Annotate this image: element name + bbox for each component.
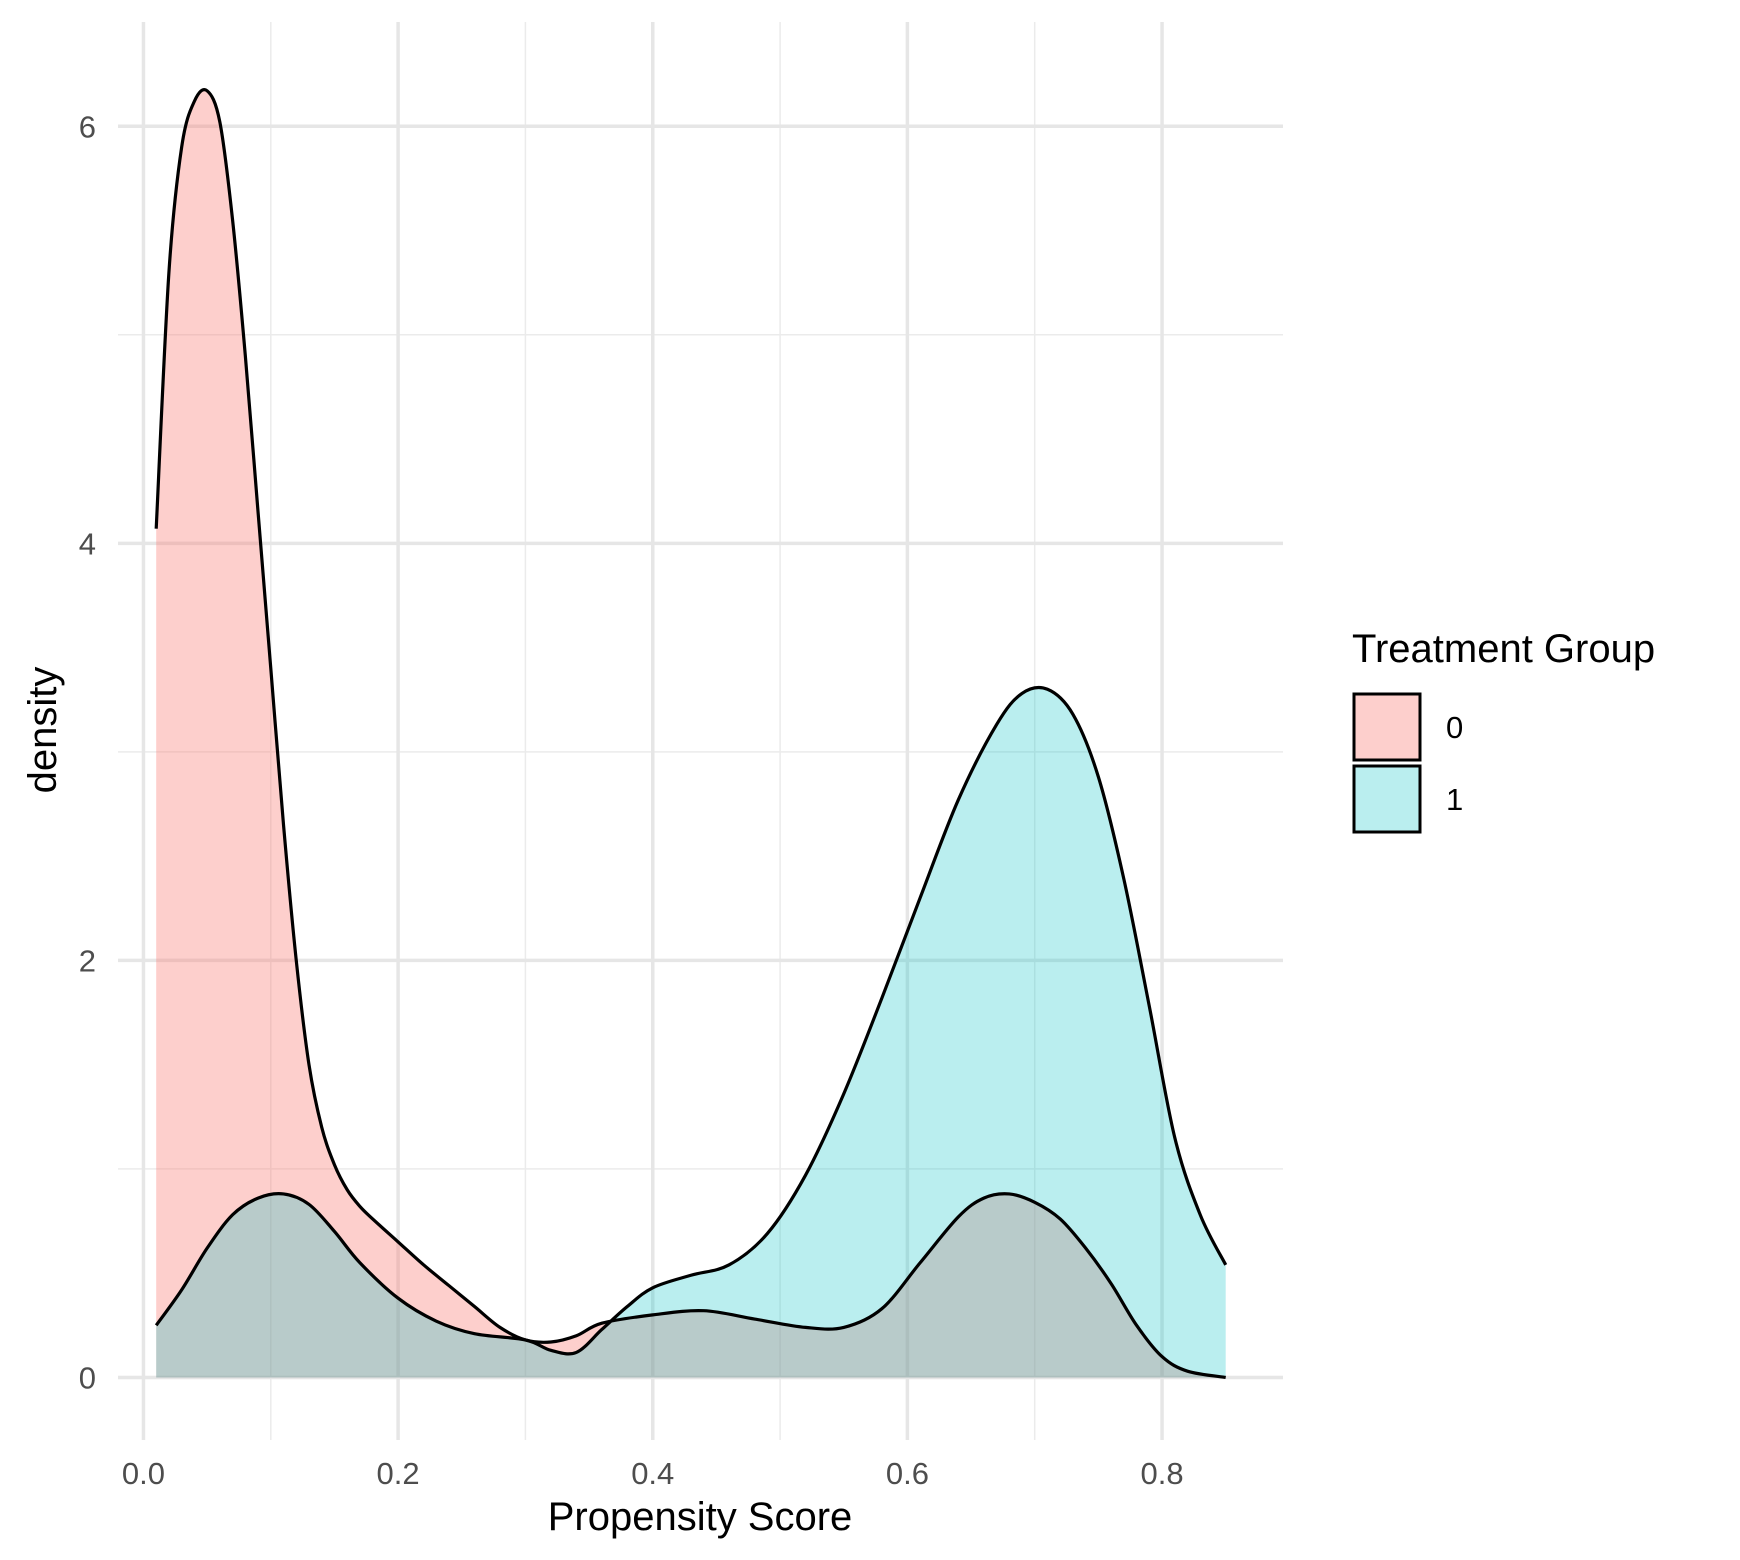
y-tick-label: 0 <box>79 1360 96 1395</box>
x-tick-label: 0.8 <box>1140 1456 1183 1491</box>
density-area-group-1 <box>156 687 1226 1378</box>
legend: Treatment Group 0 1 <box>1352 627 1655 834</box>
density-line-group-0 <box>154 88 1226 1380</box>
legend-key-0 <box>1352 692 1422 762</box>
legend-label-1: 1 <box>1446 782 1463 817</box>
density-line-group-1 <box>154 685 1228 1356</box>
y-axis-tick-labels: 0 2 4 6 <box>79 109 96 1395</box>
density-area-group-0 <box>156 89 1226 1378</box>
density-areas <box>154 88 1228 1380</box>
x-tick-label: 0.2 <box>377 1456 420 1491</box>
legend-label-0: 0 <box>1446 710 1463 745</box>
y-axis-title: density <box>21 667 65 794</box>
x-axis-title: Propensity Score <box>548 1495 853 1539</box>
legend-key-1 <box>1352 764 1422 834</box>
x-tick-label: 0.6 <box>886 1456 929 1491</box>
y-tick-label: 4 <box>79 526 96 561</box>
y-tick-label: 6 <box>79 109 96 144</box>
x-tick-label: 0.4 <box>631 1456 674 1491</box>
minor-gridlines <box>118 22 1283 1440</box>
x-axis-tick-labels: 0.0 0.2 0.4 0.6 0.8 <box>122 1456 1184 1491</box>
x-tick-label: 0.0 <box>122 1456 165 1491</box>
y-tick-label: 2 <box>79 943 96 978</box>
legend-title: Treatment Group <box>1352 627 1655 671</box>
major-gridlines <box>118 22 1283 1440</box>
